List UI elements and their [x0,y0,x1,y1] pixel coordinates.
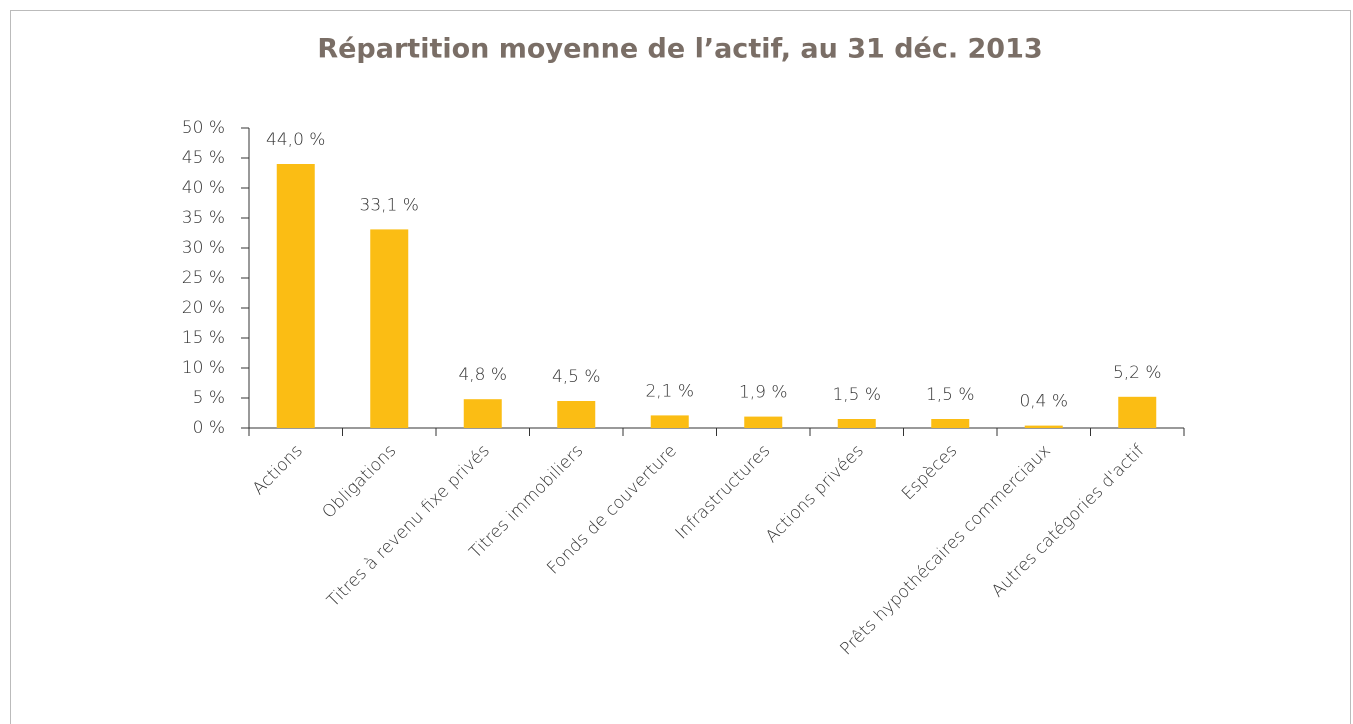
y-tick-label: 5 % [193,388,225,408]
x-tick-label: Infrastructures [672,441,775,544]
x-tick-label: Prêts hypothécaires commerciaux [836,441,1054,659]
y-tick-label: 0 % [193,418,225,438]
y-tick-label: 25 % [182,268,225,288]
bar [463,399,502,428]
value-label: 1,5 % [926,385,975,405]
x-tick-label: Actions [249,441,307,499]
y-tick-label: 30 % [182,238,225,258]
value-label: 1,9 % [739,383,788,403]
value-label: 44,0 % [266,130,325,150]
y-tick-label: 40 % [182,178,225,198]
y-tick-label: 45 % [182,148,225,168]
value-label: 33,1 % [360,195,419,215]
frame [10,10,1351,724]
y-tick-label: 20 % [182,298,225,318]
x-tick-label: Autres catégories d'actif [988,441,1148,601]
value-label: 1,5 % [832,385,881,405]
bar [1118,396,1157,428]
x-tick-label: Titres à revenu fixe privés [323,441,493,611]
bar [276,164,315,428]
chart-title: Répartition moyenne de l’actif, au 31 dé… [317,34,1042,65]
bar [557,401,596,428]
y-tick-label: 50 % [182,118,225,138]
x-tick-label: Espèces [898,441,961,504]
bar [650,415,689,428]
y-tick-label: 10 % [182,358,225,378]
bar [744,416,783,428]
value-label: 0,4 % [1019,392,1068,412]
value-label: 4,8 % [458,365,507,385]
x-tick-label: Obligations [319,441,401,523]
bar [370,229,409,428]
value-label: 4,5 % [552,367,601,387]
y-tick-label: 15 % [182,328,225,348]
value-label: 2,1 % [645,381,694,401]
bar [837,419,876,428]
x-tick-label: Actions privées [762,441,868,547]
bar [931,419,970,428]
bar [1024,425,1063,428]
y-tick-label: 35 % [182,208,225,228]
value-label: 5,2 % [1113,363,1162,383]
